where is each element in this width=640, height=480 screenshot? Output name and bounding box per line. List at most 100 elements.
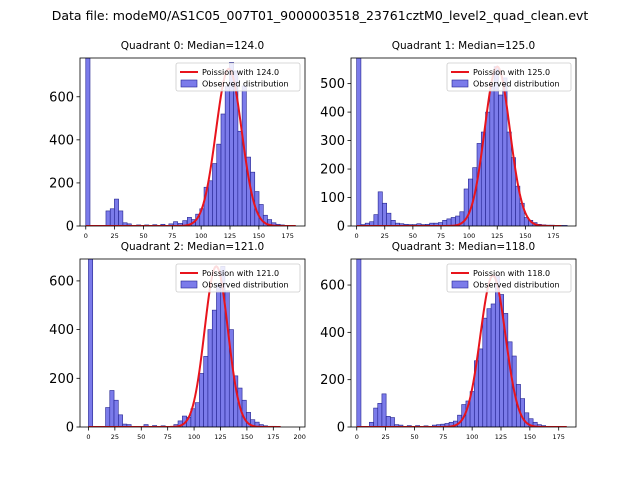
- legend-fit-label: Poission with 121.0: [202, 269, 279, 278]
- histogram-bar: [212, 163, 217, 226]
- y-tick-label: 200: [320, 163, 345, 178]
- histogram-bar: [373, 407, 379, 427]
- x-tick-label: 100: [188, 433, 200, 441]
- histogram-bar: [381, 393, 387, 427]
- x-tick-label: 25: [381, 232, 389, 240]
- legend-observed-label: Observed distribution: [202, 281, 289, 290]
- histogram-bar: [109, 390, 115, 427]
- histogram-bar: [114, 198, 119, 226]
- x-tick-label: 125: [491, 232, 503, 240]
- legend-observed-label: Observed distribution: [202, 80, 289, 89]
- y-tick-label: 400: [49, 133, 74, 148]
- histogram-bar: [377, 191, 383, 226]
- x-tick-label: 25: [110, 232, 118, 240]
- poisson-fit-line: [356, 274, 567, 427]
- x-tick-label: 125: [214, 433, 226, 441]
- x-tick-label: 100: [463, 232, 475, 240]
- x-tick-label: 150: [519, 232, 531, 240]
- legend-box: [175, 62, 301, 92]
- y-tick-label: 400: [320, 106, 345, 121]
- x-tick-label: 150: [524, 433, 536, 441]
- histogram-bar: [385, 416, 391, 427]
- x-tick-label: 50: [137, 433, 145, 441]
- x-tick-label: 150: [253, 232, 265, 240]
- x-tick-label: 75: [168, 232, 176, 240]
- x-tick-label: 0: [84, 232, 88, 240]
- histogram-bar: [211, 309, 217, 427]
- x-tick-label: 75: [439, 433, 447, 441]
- x-tick-label: 100: [466, 433, 478, 441]
- histogram-bar: [377, 403, 383, 427]
- histogram-bar: [105, 407, 111, 427]
- axes-frame: [79, 57, 306, 227]
- x-tick-label: 50: [139, 232, 147, 240]
- y-tick-label: 600: [49, 274, 74, 289]
- x-tick-label: 175: [547, 232, 559, 240]
- axes-frame: [79, 258, 306, 428]
- y-tick-label: 200: [49, 372, 74, 387]
- histogram-bar: [207, 329, 213, 427]
- x-tick-label: 175: [281, 232, 293, 240]
- histogram-bar: [177, 223, 183, 226]
- y-tick-label: 300: [320, 134, 345, 149]
- figure-suptitle: Data file: modeM0/AS1C05_007T01_90000035…: [52, 8, 589, 23]
- y-tick-label: 400: [320, 326, 345, 341]
- axes-frame: [350, 57, 577, 227]
- subplot-quadrant-0: 0 25 50 75 100 125 150 175 0 200 400 600 Quadrant 0:…: [49, 40, 306, 240]
- legend-box: [175, 263, 301, 293]
- histogram-bar: [118, 414, 123, 427]
- legend-observed-swatch: [451, 280, 469, 289]
- histogram-bar: [485, 111, 491, 226]
- legend-fit-label: Poission with 125.0: [473, 68, 550, 77]
- histogram-bar: [109, 208, 115, 226]
- y-tick-label: 100: [320, 191, 345, 206]
- histogram-bar: [88, 259, 94, 427]
- axes-frame: [350, 258, 577, 428]
- histogram-bar: [199, 373, 204, 427]
- histogram-bar: [382, 202, 387, 226]
- x-tick-label: 50: [410, 433, 418, 441]
- x-tick-label: 100: [195, 232, 207, 240]
- x-tick-label: 25: [381, 433, 389, 441]
- histogram-bar: [182, 220, 188, 226]
- histogram-bar: [498, 94, 504, 226]
- histogram-bar: [490, 303, 496, 427]
- histogram-bar: [208, 180, 213, 226]
- histogram-bar: [506, 131, 512, 226]
- x-tick-label: 175: [267, 433, 279, 441]
- histogram-bar: [203, 356, 209, 427]
- histogram-bar: [373, 214, 379, 226]
- x-tick-label: 50: [409, 232, 417, 240]
- histogram-bar: [486, 308, 492, 427]
- legend: Poission with 124.0 Observed distribution: [175, 62, 301, 92]
- x-tick-label: 75: [164, 433, 172, 441]
- histogram-bar: [194, 402, 200, 427]
- y-tick-label: 500: [320, 77, 345, 92]
- x-tick-label: 75: [437, 232, 445, 240]
- x-tick-label: 0: [355, 433, 359, 441]
- legend-observed-swatch: [451, 79, 469, 88]
- histogram-bar: [390, 417, 395, 427]
- legend-box: [446, 62, 572, 92]
- histogram-bar: [482, 317, 488, 427]
- y-tick-label: 200: [49, 176, 74, 191]
- legend: Poission with 121.0 Observed distribution: [175, 263, 301, 293]
- poisson-fit-line: [88, 265, 281, 427]
- histogram-bar: [356, 259, 362, 427]
- legend: Poission with 125.0 Observed distribution: [446, 62, 572, 92]
- x-tick-label: 125: [224, 232, 236, 240]
- y-tick-label: 0: [337, 220, 345, 235]
- y-tick-label: 600: [49, 90, 74, 105]
- x-tick-label: 125: [495, 433, 507, 441]
- x-tick-label: 0: [86, 433, 90, 441]
- y-tick-label: 200: [320, 373, 345, 388]
- histogram-bar: [216, 283, 222, 427]
- x-tick-label: 200: [294, 433, 306, 441]
- legend-fit-label: Poission with 118.0: [473, 269, 550, 278]
- y-tick-label: 400: [49, 323, 74, 338]
- y-tick-label: 0: [66, 220, 74, 235]
- x-tick-label: 150: [241, 433, 253, 441]
- histogram-bar: [126, 223, 132, 226]
- subplot-title: Quadrant 2: Median=121.0: [121, 241, 264, 253]
